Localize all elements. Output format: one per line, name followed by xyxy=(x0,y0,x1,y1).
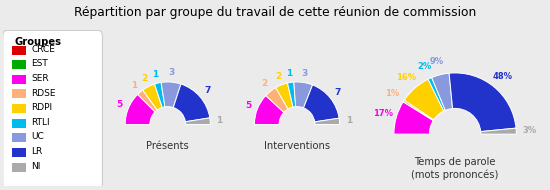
Bar xyxy=(12,148,26,157)
Text: 3%: 3% xyxy=(522,126,537,135)
Wedge shape xyxy=(142,84,162,110)
Bar xyxy=(12,104,26,113)
Bar xyxy=(12,46,26,55)
Text: 1: 1 xyxy=(152,70,159,78)
Text: Groupes: Groupes xyxy=(15,37,62,48)
Text: 1: 1 xyxy=(286,69,293,78)
Text: Présents: Présents xyxy=(146,141,189,151)
Text: SER: SER xyxy=(31,74,49,83)
Wedge shape xyxy=(185,118,210,124)
Bar xyxy=(12,163,26,172)
Text: 5: 5 xyxy=(117,100,123,109)
Wedge shape xyxy=(161,82,181,108)
Bar xyxy=(12,89,26,98)
Wedge shape xyxy=(428,78,446,111)
Text: 1: 1 xyxy=(216,116,223,125)
Wedge shape xyxy=(432,73,453,110)
Bar xyxy=(12,133,26,142)
Wedge shape xyxy=(481,128,516,134)
Wedge shape xyxy=(138,90,157,112)
Text: CRCE: CRCE xyxy=(31,45,55,54)
Wedge shape xyxy=(276,83,293,109)
Wedge shape xyxy=(173,84,210,122)
Text: 5: 5 xyxy=(245,101,252,110)
Text: 16%: 16% xyxy=(396,74,416,82)
Wedge shape xyxy=(125,94,155,124)
Wedge shape xyxy=(315,118,339,124)
Wedge shape xyxy=(404,79,444,120)
Text: 17%: 17% xyxy=(373,109,393,118)
Text: 1: 1 xyxy=(346,116,352,125)
Text: Répartition par groupe du travail de cette réunion de commission: Répartition par groupe du travail de cet… xyxy=(74,6,476,19)
Text: RDSE: RDSE xyxy=(31,89,56,97)
Wedge shape xyxy=(304,85,339,122)
Text: 2: 2 xyxy=(275,72,281,81)
Wedge shape xyxy=(255,96,284,124)
Text: LR: LR xyxy=(31,147,42,156)
Text: 7: 7 xyxy=(334,88,341,97)
Text: 2%: 2% xyxy=(417,62,431,71)
Wedge shape xyxy=(288,82,296,107)
Bar xyxy=(12,60,26,69)
Wedge shape xyxy=(294,82,312,108)
Text: UC: UC xyxy=(31,132,44,142)
Text: RDPI: RDPI xyxy=(31,103,52,112)
Text: 3: 3 xyxy=(169,68,175,77)
Text: 2: 2 xyxy=(261,79,268,88)
Text: 1%: 1% xyxy=(385,89,399,98)
Wedge shape xyxy=(266,88,288,112)
Bar xyxy=(12,119,26,128)
Text: 48%: 48% xyxy=(492,72,513,81)
Wedge shape xyxy=(394,102,433,134)
Wedge shape xyxy=(449,73,516,132)
Text: 3: 3 xyxy=(301,69,308,78)
Text: 2: 2 xyxy=(141,74,147,83)
Text: RTLI: RTLI xyxy=(31,118,50,127)
Wedge shape xyxy=(155,82,165,108)
Text: Interventions: Interventions xyxy=(264,141,330,151)
Text: NI: NI xyxy=(31,162,41,171)
Text: 9%: 9% xyxy=(430,57,444,66)
Wedge shape xyxy=(403,100,434,120)
Text: 1: 1 xyxy=(131,81,137,89)
Bar xyxy=(12,75,26,84)
Text: 7: 7 xyxy=(204,86,211,95)
Text: Temps de parole
(mots prononcés): Temps de parole (mots prononcés) xyxy=(411,157,499,180)
Text: EST: EST xyxy=(31,59,48,68)
FancyBboxPatch shape xyxy=(3,30,102,189)
